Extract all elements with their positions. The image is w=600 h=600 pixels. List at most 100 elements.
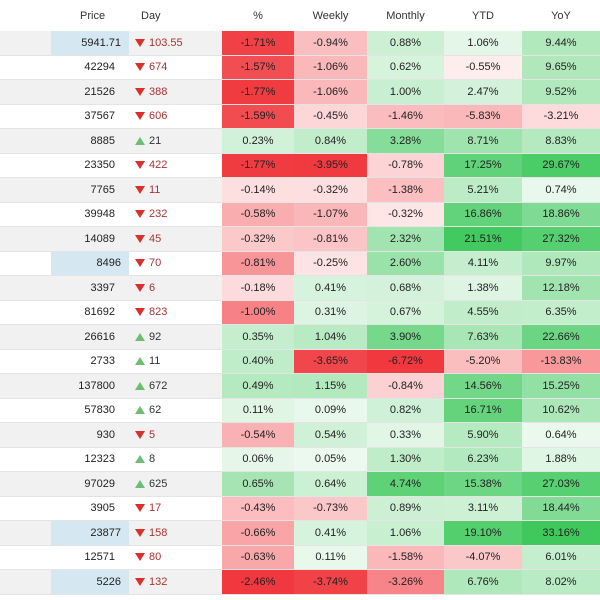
price-value: 5941.71 [51,31,129,55]
monthly-cell: 0.82% [367,398,444,422]
price-cell: 12323 [0,448,129,472]
weekly-cell: 0.09% [294,398,367,422]
table-row[interactable]: 3397 6 -0.18% 0.41% 0.68% 1.38% 12.18% [0,276,600,301]
table-row[interactable]: 5941.71 103.55 -1.71% -0.94% 0.88% 1.06% 9.44% [0,31,600,56]
weekly-cell: 0.41% [294,521,367,545]
table-row[interactable]: 97029 625 0.65% 0.64% 4.74% 15.38% 27.03% [0,472,600,497]
weekly-cell: 0.84% [294,129,367,153]
day-change-value: 606 [149,110,168,123]
table-row[interactable]: 39948 232 -0.58% -1.07% -0.32% 16.86% 18.86% [0,202,600,227]
yoy-cell: 33.16% [522,521,600,545]
ytd-cell: -0.55% [444,55,522,79]
monthly-cell: -0.84% [367,374,444,398]
monthly-cell: 0.89% [367,496,444,520]
day-change-cell: 8 [129,448,222,472]
price-value: 57830 [84,404,115,417]
price-value: 12323 [84,453,115,466]
price-cell: 7765 [0,178,129,202]
price-cell: 23877 [0,521,129,545]
monthly-cell: -1.38% [367,178,444,202]
header-day[interactable]: Day [141,9,161,22]
table-row[interactable]: 12323 8 0.06% 0.05% 1.30% 6.23% 1.88% [0,447,600,472]
weekly-cell: -0.45% [294,104,367,128]
day-change-cell: 823 [129,301,222,325]
weekly-cell: -1.07% [294,202,367,226]
day-change-value: 8 [149,453,156,466]
day-change-cell: 70 [129,252,222,276]
ytd-cell: 1.06% [444,31,522,55]
yoy-cell: 27.32% [522,227,600,251]
table-row[interactable]: 23350 422 -1.77% -3.95% -0.78% 17.25% 29.67% [0,153,600,178]
header-ytd[interactable]: YTD [472,9,494,22]
table-row[interactable]: 37567 606 -1.59% -0.45% -1.46% -5.83% -3.21% [0,104,600,129]
price-value: 5226 [51,570,129,594]
price-value: 23350 [84,159,115,172]
monthly-cell: 0.67% [367,300,444,324]
table-row[interactable]: 5226 132 -2.46% -3.74% -3.26% 6.76% 8.02% [0,570,600,595]
yoy-cell: -13.83% [522,349,600,373]
table-row[interactable]: 23877 158 -0.66% 0.41% 1.06% 19.10% 33.16% [0,521,600,546]
table-row[interactable]: 2733 11 0.40% -3.65% -6.72% -5.20% -13.83% [0,349,600,374]
header-weekly[interactable]: Weekly [312,9,349,22]
ytd-cell: 5.90% [444,423,522,447]
day-change-cell: 672 [129,374,222,398]
weekly-cell: 0.31% [294,300,367,324]
table-row[interactable]: 57830 62 0.11% 0.09% 0.82% 16.71% 10.62% [0,398,600,423]
triangle-down-icon [135,430,145,439]
day-change-value: 62 [149,404,162,417]
day-change-value: 17 [149,502,162,515]
ytd-cell: 8.71% [444,129,522,153]
table-row[interactable]: 21526 388 -1.77% -1.06% 1.00% 2.47% 9.52% [0,80,600,105]
percent-cell: -1.59% [222,104,294,128]
price-value: 3905 [90,502,115,515]
table-row[interactable]: 7765 11 -0.14% -0.32% -1.38% 5.21% 0.74% [0,178,600,203]
day-change-cell: 21 [129,129,222,153]
day-change-value: 132 [149,575,168,588]
price-cell: 14089 [0,227,129,251]
yoy-cell: 0.64% [522,423,600,447]
table-row[interactable]: 42294 674 -1.57% -1.06% 0.62% -0.55% 9.65% [0,55,600,80]
yoy-cell: 29.67% [522,153,600,177]
percent-cell: 0.23% [222,129,294,153]
header-percent[interactable]: % [253,9,263,22]
day-change-value: 11 [149,183,161,196]
weekly-cell: -0.73% [294,496,367,520]
triangle-up-icon [135,357,145,366]
yoy-cell: 18.44% [522,496,600,520]
price-cell: 3905 [0,497,129,521]
weekly-cell: 0.64% [294,472,367,496]
price-value: 23877 [51,521,129,545]
ytd-cell: 4.55% [444,300,522,324]
triangle-down-icon [135,308,145,317]
table-row[interactable]: 81692 823 -1.00% 0.31% 0.67% 4.55% 6.35% [0,300,600,325]
triangle-down-icon [135,112,145,121]
table-row[interactable]: 137800 672 0.49% 1.15% -0.84% 14.56% 15.25% [0,374,600,399]
day-change-value: 672 [149,379,168,392]
monthly-cell: 2.32% [367,227,444,251]
header-yoy[interactable]: YoY [551,9,571,22]
price-cell: 8496 [0,251,129,275]
monthly-cell: -3.26% [367,570,444,594]
price-value: 7765 [90,183,115,196]
table-row[interactable]: 8496 70 -0.81% -0.25% 2.60% 4.11% 9.97% [0,251,600,276]
yoy-cell: 9.52% [522,80,600,104]
day-change-cell: 11 [129,350,222,374]
table-row[interactable]: 12571 80 -0.63% 0.11% -1.58% -4.07% 6.01% [0,545,600,570]
ytd-cell: 16.86% [444,202,522,226]
yoy-cell: 9.97% [522,251,600,275]
triangle-down-icon [135,577,145,586]
monthly-cell: 1.00% [367,80,444,104]
triangle-up-icon [135,136,145,145]
table-row[interactable]: 14089 45 -0.32% -0.81% 2.32% 21.51% 27.32% [0,227,600,252]
table-row[interactable]: 26616 92 0.35% 1.04% 3.90% 7.63% 22.66% [0,325,600,350]
table-row[interactable]: 930 5 -0.54% 0.54% 0.33% 5.90% 0.64% [0,423,600,448]
percent-cell: -0.14% [222,178,294,202]
table-row[interactable]: 8885 21 0.23% 0.84% 3.28% 8.71% 8.83% [0,129,600,154]
header-price[interactable]: Price [80,9,106,22]
table-row[interactable]: 3905 17 -0.43% -0.73% 0.89% 3.11% 18.44% [0,496,600,521]
triangle-up-icon [135,381,145,390]
price-cell: 21526 [0,80,129,104]
ytd-cell: 7.63% [444,325,522,349]
header-monthly[interactable]: Monthly [386,9,425,22]
